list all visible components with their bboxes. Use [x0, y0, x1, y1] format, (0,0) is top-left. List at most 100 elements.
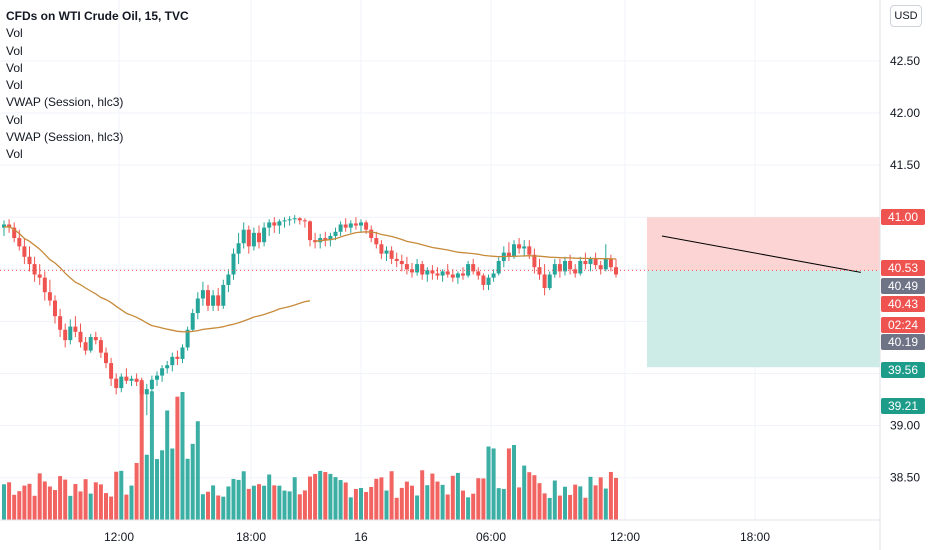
candle-body — [262, 227, 267, 243]
currency-button[interactable]: USD — [890, 5, 922, 27]
volume-bar — [491, 448, 496, 520]
volume-bar — [17, 491, 22, 520]
candle-body — [272, 222, 277, 226]
legend-indicator-6[interactable]: Vol — [6, 112, 23, 127]
price-tick-label: 39.00 — [890, 419, 920, 433]
volume-bar — [353, 488, 358, 520]
volume-bar — [308, 476, 312, 520]
volume-bar — [450, 475, 455, 520]
candle-body — [532, 254, 537, 268]
candle-body — [180, 347, 185, 359]
candle-body — [257, 232, 261, 243]
candle-body — [547, 274, 552, 289]
legend-indicator-8[interactable]: Vol — [6, 147, 23, 162]
legend-indicator-3[interactable]: Vol — [6, 60, 23, 75]
volume-bar — [12, 494, 17, 520]
candle-body — [563, 260, 567, 272]
volume-bar — [68, 495, 73, 520]
candle-body — [517, 244, 522, 249]
volume-bar — [195, 421, 200, 520]
volume-bar — [573, 484, 578, 520]
candle-body — [374, 238, 379, 245]
candle-body — [415, 264, 420, 273]
volume-bar — [149, 391, 154, 520]
candle-body — [308, 221, 312, 241]
candle-body — [246, 229, 251, 247]
volume-bar — [78, 491, 83, 520]
volume-bar — [160, 450, 165, 520]
volume-bar — [481, 478, 486, 520]
volume-bar — [165, 410, 170, 520]
price-tag-label: 40.49 — [888, 279, 918, 293]
legend-indicator-1[interactable]: Vol — [6, 26, 23, 41]
candle-body — [328, 235, 333, 241]
volume-bar — [430, 473, 435, 520]
candle-body — [42, 277, 47, 293]
candle-body — [160, 368, 165, 376]
legend-indicator-2[interactable]: Vol — [6, 43, 23, 58]
volume-bar — [47, 486, 52, 520]
candle-body — [114, 378, 119, 389]
volume-bar — [410, 485, 414, 520]
candle-body — [98, 340, 103, 353]
volume-bar — [496, 488, 501, 520]
candle-body — [364, 222, 369, 230]
volume-bar — [471, 493, 476, 520]
legend-indicator-7[interactable]: VWAP (Session, hlc3) — [6, 130, 124, 145]
legend-title[interactable]: CFDs on WTI Crude Oil, 15, TVC — [6, 9, 189, 23]
time-tick-label: 18:00 — [236, 530, 266, 544]
candle-body — [614, 267, 618, 275]
volume-bar — [394, 497, 399, 520]
chart-overlays — [0, 226, 880, 333]
volume-bar — [440, 484, 445, 520]
volume-bar — [185, 458, 190, 520]
volume-bar — [88, 493, 93, 520]
candle-body — [410, 269, 414, 273]
candle-body — [68, 326, 73, 341]
volume-bar — [22, 485, 27, 520]
legend-indicator-4[interactable]: Vol — [6, 78, 23, 93]
volume-bar — [129, 485, 134, 520]
candle-body — [471, 264, 476, 272]
volume-histogram — [2, 380, 618, 520]
volume-bar — [109, 496, 114, 520]
candle-body — [144, 389, 149, 395]
volume-bar — [445, 494, 450, 520]
candle-body — [78, 331, 83, 343]
volume-bar — [537, 483, 542, 520]
price-tag — [881, 317, 925, 333]
volume-bar — [522, 465, 527, 520]
volume-bar — [588, 476, 593, 520]
candle-body — [226, 274, 231, 285]
legend-indicator-5[interactable]: VWAP (Session, hlc3) — [6, 95, 124, 110]
time-axis[interactable]: 12:00 18:00 16 06:00 12:00 18:00 — [0, 519, 880, 544]
position-zones — [647, 217, 880, 368]
volume-bar — [379, 477, 384, 520]
candle-body — [251, 232, 256, 247]
volume-bar — [374, 478, 379, 520]
time-tick-label: 12:00 — [104, 530, 134, 544]
price-tag — [881, 278, 925, 294]
volume-bar — [389, 471, 394, 520]
volume-bar — [420, 470, 425, 520]
candle-body — [236, 243, 241, 254]
volume-bar — [348, 497, 353, 520]
volume-bar — [236, 479, 241, 520]
volume-bar — [415, 495, 420, 520]
candle-body — [384, 250, 389, 254]
volume-bar — [369, 486, 374, 520]
volume-bar — [144, 454, 149, 520]
volume-bar — [287, 491, 292, 520]
price-axis[interactable]: 42.50 42.00 41.50 39.00 38.50 — [879, 0, 920, 550]
time-tick-label: 12:00 — [610, 530, 640, 544]
candle-body — [277, 221, 282, 226]
volume-bar — [614, 477, 618, 520]
trend-line — [661, 235, 861, 273]
volume-bar — [557, 495, 562, 520]
volume-bar — [302, 490, 307, 520]
volume-bar — [139, 380, 144, 520]
chart-legend: CFDs on WTI Crude Oil, 15, TVC Vol Vol V… — [6, 8, 189, 164]
volume-bar — [98, 484, 103, 520]
candle-body — [104, 352, 108, 364]
